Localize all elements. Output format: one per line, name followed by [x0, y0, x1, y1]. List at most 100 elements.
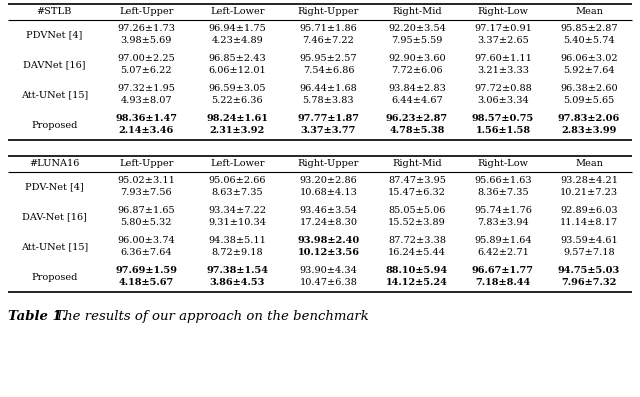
Text: 98.24±1.61: 98.24±1.61 [207, 114, 268, 123]
Text: 14.12±5.24: 14.12±5.24 [386, 278, 448, 287]
Text: 3.37±2.65: 3.37±2.65 [477, 36, 529, 45]
Text: 17.24±8.30: 17.24±8.30 [300, 218, 357, 227]
Text: 95.74±1.76: 95.74±1.76 [474, 206, 532, 215]
Text: Right-Mid: Right-Mid [392, 160, 442, 168]
Text: The results of our approach on the benchmark: The results of our approach on the bench… [51, 310, 369, 323]
Text: 95.02±3.11: 95.02±3.11 [117, 176, 175, 185]
Text: 97.26±1.73: 97.26±1.73 [117, 24, 175, 33]
Text: 6.44±4.67: 6.44±4.67 [391, 96, 443, 105]
Text: Table 1.: Table 1. [8, 310, 67, 323]
Text: DAV-Net [16]: DAV-Net [16] [22, 212, 87, 222]
Text: 97.77±1.87: 97.77±1.87 [298, 114, 360, 123]
Text: 98.57±0.75: 98.57±0.75 [472, 114, 534, 123]
Text: Proposed: Proposed [31, 272, 77, 281]
Text: 97.60±1.11: 97.60±1.11 [474, 54, 532, 63]
Text: Att-UNet [15]: Att-UNet [15] [20, 243, 88, 252]
Text: 96.87±1.65: 96.87±1.65 [118, 206, 175, 215]
Text: Mean: Mean [575, 160, 603, 168]
Text: 96.06±3.02: 96.06±3.02 [560, 54, 618, 63]
Text: 95.71±1.86: 95.71±1.86 [300, 24, 357, 33]
Text: #LUNA16: #LUNA16 [29, 160, 79, 168]
Text: 93.20±2.86: 93.20±2.86 [300, 176, 357, 185]
Text: 87.72±3.38: 87.72±3.38 [388, 236, 446, 245]
Text: Att-UNet [15]: Att-UNet [15] [20, 91, 88, 100]
Text: 96.85±2.43: 96.85±2.43 [209, 54, 266, 63]
Text: Left-Lower: Left-Lower [210, 160, 264, 168]
Text: 97.17±0.91: 97.17±0.91 [474, 24, 532, 33]
Text: 93.59±4.61: 93.59±4.61 [560, 236, 618, 245]
Text: PDVNet [4]: PDVNet [4] [26, 31, 83, 39]
Text: 3.86±4.53: 3.86±4.53 [210, 278, 265, 287]
Text: 93.46±3.54: 93.46±3.54 [300, 206, 357, 215]
Text: 94.38±5.11: 94.38±5.11 [209, 236, 266, 245]
Text: 8.63±7.35: 8.63±7.35 [212, 188, 263, 197]
Text: 96.38±2.60: 96.38±2.60 [560, 84, 618, 93]
Text: 7.46±7.22: 7.46±7.22 [303, 36, 355, 45]
Text: 93.90±4.34: 93.90±4.34 [300, 266, 357, 275]
Text: 11.14±8.17: 11.14±8.17 [560, 218, 618, 227]
Text: 1.56±1.58: 1.56±1.58 [476, 126, 531, 135]
Text: 88.10±5.94: 88.10±5.94 [386, 266, 448, 275]
Text: 4.18±5.67: 4.18±5.67 [118, 278, 174, 287]
Text: 97.72±0.88: 97.72±0.88 [474, 84, 532, 93]
Text: 97.69±1.59: 97.69±1.59 [115, 266, 177, 275]
Text: 6.36±7.64: 6.36±7.64 [120, 248, 172, 257]
Text: 9.57±7.18: 9.57±7.18 [563, 248, 615, 257]
Text: 87.47±3.95: 87.47±3.95 [388, 176, 446, 185]
Text: 97.00±2.25: 97.00±2.25 [117, 54, 175, 63]
Text: 16.24±5.44: 16.24±5.44 [388, 248, 446, 257]
Text: Right-Upper: Right-Upper [298, 160, 359, 168]
Text: PDV-Net [4]: PDV-Net [4] [25, 183, 84, 191]
Text: Mean: Mean [575, 8, 603, 17]
Text: Right-Low: Right-Low [477, 8, 529, 17]
Text: 6.06±12.01: 6.06±12.01 [209, 66, 266, 75]
Text: 15.47±6.32: 15.47±6.32 [388, 188, 446, 197]
Text: Right-Mid: Right-Mid [392, 8, 442, 17]
Text: 93.28±4.21: 93.28±4.21 [560, 176, 618, 185]
Text: 7.83±3.94: 7.83±3.94 [477, 218, 529, 227]
Text: #STLB: #STLB [36, 8, 72, 17]
Text: 5.92±7.64: 5.92±7.64 [563, 66, 615, 75]
Text: 97.38±1.54: 97.38±1.54 [206, 266, 268, 275]
Text: Left-Lower: Left-Lower [210, 8, 264, 17]
Text: 7.18±8.44: 7.18±8.44 [476, 278, 531, 287]
Text: Proposed: Proposed [31, 121, 77, 129]
Text: 2.14±3.46: 2.14±3.46 [118, 126, 174, 135]
Text: 6.42±2.71: 6.42±2.71 [477, 248, 529, 257]
Text: 10.12±3.56: 10.12±3.56 [298, 248, 360, 257]
Text: 4.93±8.07: 4.93±8.07 [120, 96, 172, 105]
Text: 5.40±5.74: 5.40±5.74 [563, 36, 615, 45]
Text: 96.67±1.77: 96.67±1.77 [472, 266, 534, 275]
Text: 98.36±1.47: 98.36±1.47 [115, 114, 177, 123]
Text: 9.31±10.34: 9.31±10.34 [209, 218, 266, 227]
Text: 7.95±5.59: 7.95±5.59 [391, 36, 443, 45]
Text: 97.83±2.06: 97.83±2.06 [558, 114, 620, 123]
Text: 95.89±1.64: 95.89±1.64 [474, 236, 532, 245]
Text: 95.06±2.66: 95.06±2.66 [209, 176, 266, 185]
Text: 5.78±3.83: 5.78±3.83 [303, 96, 355, 105]
Text: 7.93±7.56: 7.93±7.56 [120, 188, 172, 197]
Text: 92.20±3.54: 92.20±3.54 [388, 24, 446, 33]
Text: 95.66±1.63: 95.66±1.63 [474, 176, 532, 185]
Text: 94.75±5.03: 94.75±5.03 [558, 266, 620, 275]
Text: 92.90±3.60: 92.90±3.60 [388, 54, 446, 63]
Text: 3.98±5.69: 3.98±5.69 [120, 36, 172, 45]
Text: Left-Upper: Left-Upper [119, 8, 173, 17]
Text: 96.00±3.74: 96.00±3.74 [117, 236, 175, 245]
Text: 93.84±2.83: 93.84±2.83 [388, 84, 446, 93]
Text: 2.31±3.92: 2.31±3.92 [210, 126, 265, 135]
Text: 7.96±7.32: 7.96±7.32 [561, 278, 617, 287]
Text: 96.23±2.87: 96.23±2.87 [386, 114, 448, 123]
Text: 3.06±3.34: 3.06±3.34 [477, 96, 529, 105]
Text: 4.78±5.38: 4.78±5.38 [389, 126, 445, 135]
Text: 10.68±4.13: 10.68±4.13 [300, 188, 357, 197]
Text: 3.37±3.77: 3.37±3.77 [301, 126, 356, 135]
Text: 96.94±1.75: 96.94±1.75 [209, 24, 266, 33]
Text: 2.83±3.99: 2.83±3.99 [561, 126, 617, 135]
Text: 15.52±3.89: 15.52±3.89 [388, 218, 446, 227]
Text: 95.95±2.57: 95.95±2.57 [300, 54, 357, 63]
Text: DAVNet [16]: DAVNet [16] [23, 60, 86, 69]
Text: 93.98±2.40: 93.98±2.40 [298, 236, 360, 245]
Text: 93.34±7.22: 93.34±7.22 [208, 206, 266, 215]
Text: 10.21±7.23: 10.21±7.23 [560, 188, 618, 197]
